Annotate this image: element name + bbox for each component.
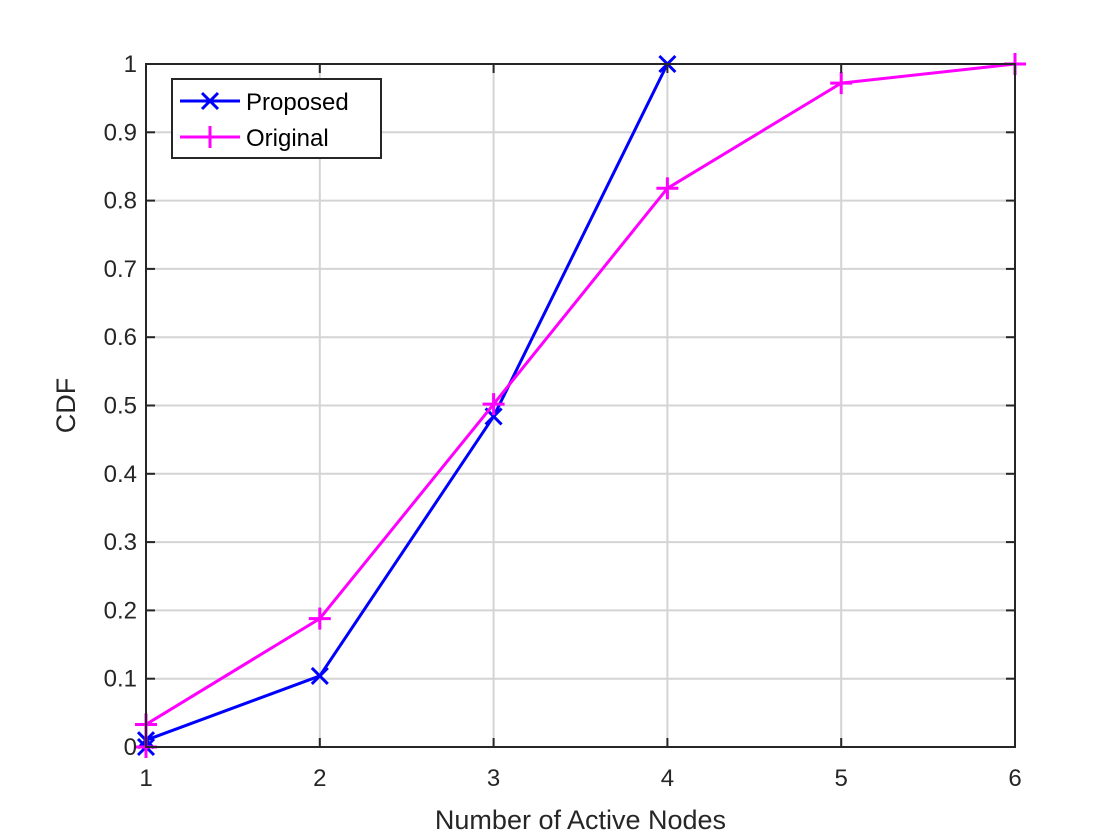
legend-label-original: Original: [246, 125, 329, 152]
y-tick-label: 0.3: [104, 529, 137, 556]
y-tick-label: 0.2: [104, 597, 137, 624]
legend: Proposed Original: [171, 78, 382, 159]
x-tick-label: 3: [487, 765, 500, 792]
y-tick-label: 0.6: [104, 324, 137, 351]
y-tick-label: 0.1: [104, 666, 137, 693]
y-tick-label: 0.4: [104, 461, 137, 488]
y-axis-title: CDF: [51, 378, 81, 434]
legend-marker-original: [199, 126, 221, 148]
y-tick-label: 0.9: [104, 119, 137, 146]
x-tick-label: 1: [139, 765, 152, 792]
y-tick-label: 0.8: [104, 188, 137, 215]
legend-box: [171, 78, 382, 159]
tick-labels: 1 2 3 4 5 6 0 0.1 0.2 0.3 0.4 0.5 0.6 0.7 0.8 0.9 1: [104, 51, 1022, 792]
y-tick-label: 0: [124, 734, 137, 761]
data-point-original: [308, 607, 331, 630]
x-tick-label: 5: [835, 765, 848, 792]
x-axis-title: Number of Active Nodes: [435, 805, 726, 835]
y-tick-label: 1: [124, 51, 137, 78]
y-tick-label: 0.7: [104, 256, 137, 283]
y-tick-label: 0.5: [104, 393, 137, 420]
x-tick-label: 2: [313, 765, 326, 792]
data-point-original: [482, 393, 505, 416]
data-point-original: [656, 177, 679, 200]
x-tick-label: 4: [661, 765, 674, 792]
data-point-proposed: [310, 666, 329, 686]
tick-marks: [145, 63, 1016, 748]
x-tick-label: 6: [1008, 765, 1021, 792]
legend-label-proposed: Proposed: [246, 89, 349, 116]
legend-marker-proposed: [200, 91, 220, 111]
grid-lines: [145, 63, 1016, 748]
data-point-original: [830, 72, 853, 95]
